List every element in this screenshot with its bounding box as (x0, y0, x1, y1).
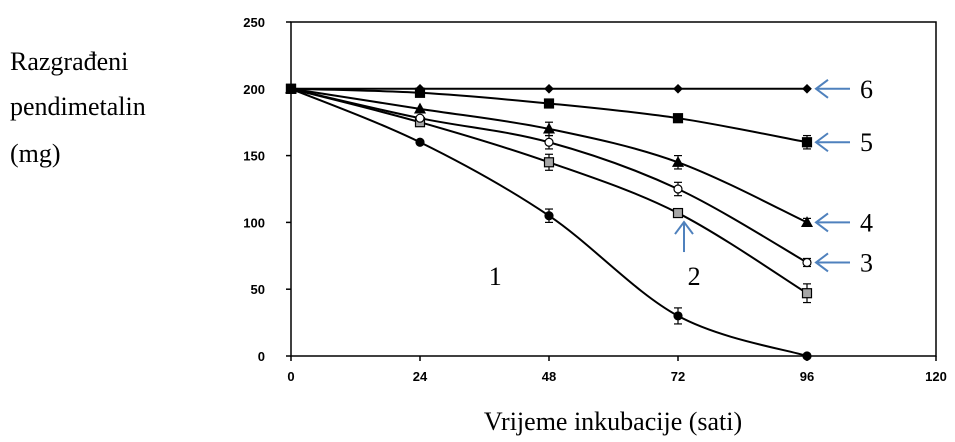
data-point-6 (286, 83, 296, 94)
series-line-3 (290, 87, 808, 264)
y-tick-label: 200 (243, 82, 265, 97)
data-point-2 (801, 288, 813, 299)
annotations: 1 2 3 4 5 6 (489, 75, 873, 291)
plot-frame (290, 21, 937, 357)
data-point-4 (800, 216, 814, 227)
y-tick-label: 250 (243, 15, 265, 30)
data-point-6 (673, 83, 683, 94)
x-tick-label: 48 (542, 369, 556, 384)
series-label-6: 6 (860, 75, 873, 104)
y-axis-title-line-2: pendimetalin (10, 92, 146, 121)
x-axis-title: Vrijeme inkubacije (sati) (484, 407, 742, 436)
y-axis-title-line-1: Razgrađeni (10, 47, 128, 76)
data-point-3 (802, 257, 812, 268)
series-label-4: 4 (860, 208, 873, 237)
data-point-3 (415, 113, 425, 123)
data-point-6 (415, 83, 425, 94)
x-tick-label: 72 (671, 369, 685, 384)
x-tick-label: 0 (287, 369, 294, 384)
data-point-3 (673, 184, 683, 194)
y-axis-title-line-3: (mg) (10, 139, 61, 168)
data-point-3 (544, 137, 554, 147)
x-tick-label: 96 (800, 369, 814, 384)
data-point-4 (413, 102, 427, 114)
data-point-5 (672, 113, 684, 124)
x-tick-label: 24 (413, 369, 428, 384)
data-point-6 (802, 83, 812, 94)
data-point-6 (544, 83, 554, 94)
series-label-2: 2 (688, 262, 701, 291)
data-point-1 (415, 137, 425, 147)
x-tick-label: 120 (925, 369, 947, 384)
series-label-3: 3 (860, 248, 873, 277)
data-point-1 (802, 351, 812, 361)
series-label-5: 5 (860, 128, 873, 157)
annotation-arrow-head (814, 212, 829, 233)
data-point-5 (543, 98, 555, 109)
annotation-arrow-head (674, 220, 694, 235)
data-point-1 (544, 211, 554, 221)
annotation-arrow-head (814, 79, 829, 99)
y-axis-title: Razgrađeni pendimetalin (mg) (10, 47, 146, 168)
data-point-4 (671, 156, 685, 167)
data-point-4 (542, 122, 556, 134)
data-point-2 (543, 157, 555, 168)
y-tick-label: 0 (258, 349, 265, 364)
annotation-arrow-head (814, 132, 829, 153)
data-point-2 (672, 207, 684, 219)
data-point-1 (673, 311, 683, 321)
y-tick-label: 150 (243, 149, 265, 164)
data-point-5 (801, 137, 813, 148)
y-tick-label: 100 (243, 215, 265, 230)
y-tick-label: 50 (251, 282, 265, 297)
series-markers (284, 82, 814, 361)
annotation-arrow-head (814, 252, 829, 273)
series-label-1: 1 (489, 262, 502, 291)
